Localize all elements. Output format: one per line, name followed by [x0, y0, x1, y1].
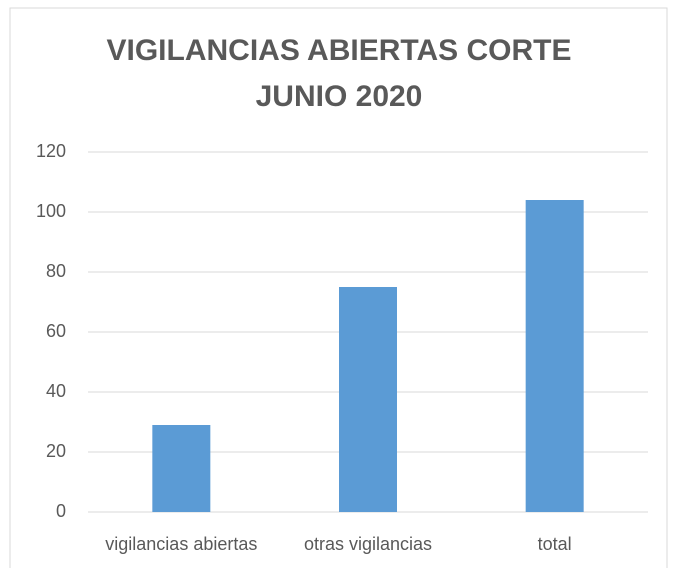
x-tick-label: total [538, 534, 572, 554]
y-tick-label: 20 [46, 441, 66, 461]
x-tick-label: otras vigilancias [304, 534, 432, 554]
y-tick-label: 80 [46, 261, 66, 281]
bar [339, 287, 397, 512]
y-tick-label: 120 [36, 141, 66, 161]
bar [152, 425, 211, 512]
y-tick-label: 100 [36, 201, 66, 221]
y-tick-label: 60 [46, 321, 66, 341]
x-tick-label: vigilancias abiertas [105, 534, 257, 554]
bar [525, 200, 584, 512]
y-tick-label: 40 [46, 381, 66, 401]
chart-title: VIGILANCIAS ABIERTAS CORTE JUNIO 2020 [106, 34, 572, 113]
y-tick-label: 0 [56, 501, 66, 521]
